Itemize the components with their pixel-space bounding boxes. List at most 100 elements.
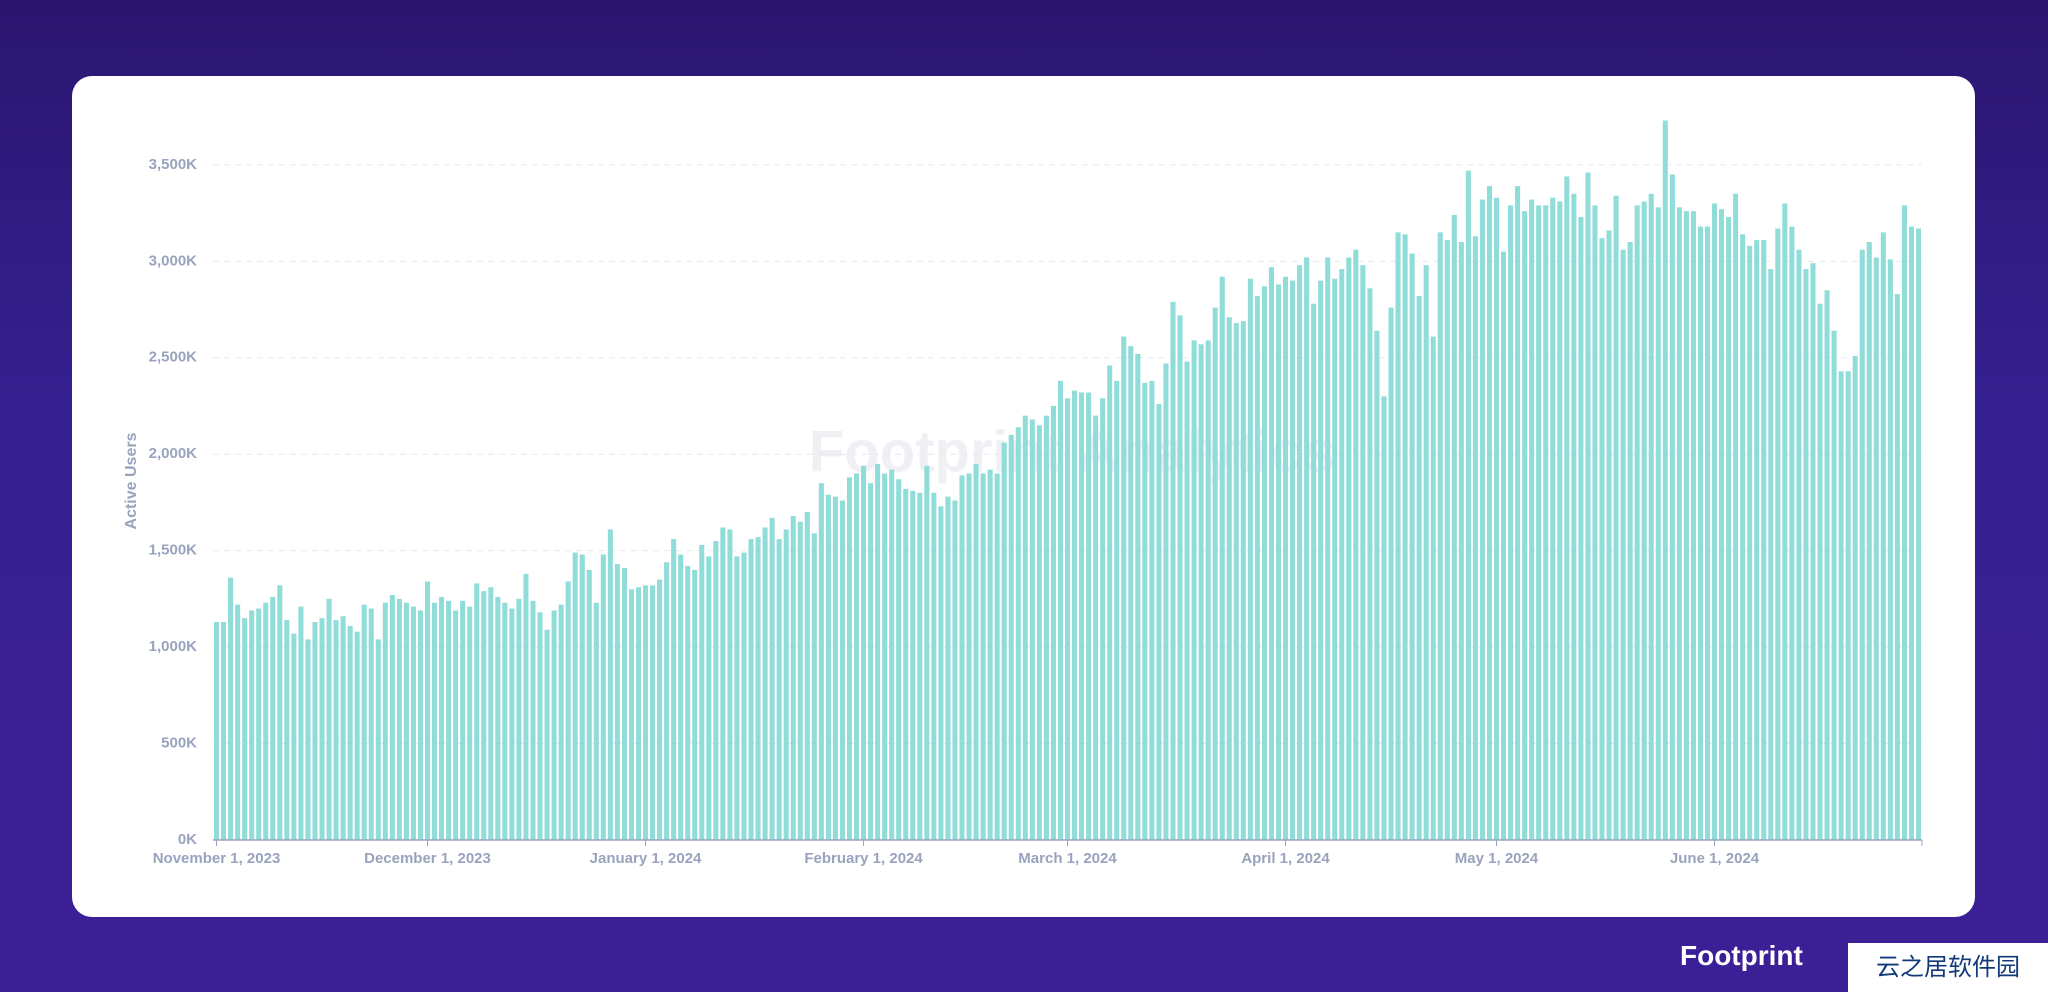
- bar: [1029, 419, 1035, 840]
- bar: [347, 625, 353, 840]
- bar: [1057, 380, 1063, 840]
- bar: [1297, 265, 1303, 840]
- bar: [523, 573, 529, 840]
- bar: [1690, 211, 1696, 841]
- bar: [1100, 398, 1106, 840]
- bar: [1578, 216, 1584, 840]
- bar: [1128, 346, 1134, 840]
- bar: [1726, 216, 1732, 840]
- bar: [1381, 396, 1387, 840]
- bar: [1711, 203, 1718, 840]
- bar: [685, 566, 691, 840]
- y-tick-label: 3,500K: [149, 156, 198, 173]
- bar: [1163, 363, 1169, 840]
- bar: [776, 539, 782, 840]
- bar: [1810, 263, 1816, 840]
- bar: [811, 533, 817, 840]
- bar: [1247, 278, 1253, 840]
- bar: [1353, 249, 1359, 840]
- bar: [572, 552, 578, 840]
- bar: [1395, 232, 1401, 840]
- bar: [1304, 257, 1310, 840]
- bar: [628, 589, 634, 840]
- bar: [467, 606, 473, 840]
- bar: [340, 616, 346, 840]
- bar: [1838, 371, 1844, 840]
- bar: [1522, 211, 1528, 841]
- bar: [1332, 278, 1338, 840]
- bar: [938, 506, 944, 840]
- chart-card: Footprint Analytics Active Users 0K 500K 1…: [72, 76, 1975, 917]
- watermark: Footprint Analytics: [809, 419, 1335, 484]
- bar: [755, 537, 761, 840]
- bar: [1719, 209, 1725, 841]
- bar: [973, 463, 979, 840]
- site-watermark: 云之居软件园: [1848, 943, 2048, 992]
- bar: [734, 556, 740, 840]
- bar: [1437, 232, 1443, 840]
- bar: [1887, 259, 1893, 840]
- bar: [741, 552, 747, 840]
- bar: [235, 604, 241, 840]
- bar: [249, 610, 255, 840]
- bar: [1789, 226, 1795, 841]
- bar: [284, 620, 290, 840]
- bar: [1529, 199, 1535, 840]
- bar: [1212, 307, 1218, 840]
- bar: [868, 483, 874, 840]
- bar: [1240, 321, 1246, 840]
- bar: [460, 600, 466, 840]
- y-tick-label: 2,500K: [149, 349, 198, 366]
- bar: [1086, 392, 1092, 840]
- bar: [650, 585, 656, 840]
- bar: [368, 608, 374, 840]
- bar: [1149, 380, 1155, 840]
- bar: [1472, 236, 1478, 840]
- bar: [769, 517, 775, 840]
- bar: [889, 469, 895, 840]
- bar: [326, 598, 332, 840]
- bar: [818, 483, 824, 840]
- bar: [1177, 315, 1183, 840]
- bar: [1184, 361, 1190, 840]
- bar: [1747, 245, 1753, 840]
- bar: [1107, 365, 1113, 840]
- footer-logo: Footprint: [1680, 940, 1803, 971]
- bar: [966, 473, 972, 840]
- bar: [1072, 390, 1078, 840]
- bar: [1894, 294, 1900, 840]
- bar: [242, 618, 248, 840]
- bar: [1761, 240, 1767, 841]
- bar: [1290, 280, 1296, 840]
- bar: [579, 554, 585, 840]
- bar: [1374, 330, 1380, 840]
- bar: [312, 622, 318, 840]
- bar: [488, 587, 494, 840]
- bar: [361, 604, 367, 840]
- bar: [1451, 215, 1457, 840]
- y-tick-label: 2,000K: [149, 445, 198, 462]
- bar: [1318, 280, 1324, 840]
- bar: [1627, 242, 1633, 841]
- bar: [931, 492, 937, 840]
- bar: [1817, 303, 1823, 840]
- bar: [424, 581, 431, 840]
- bar: [910, 490, 916, 840]
- bar: [481, 591, 487, 840]
- bar: [1156, 404, 1162, 840]
- bar: [875, 463, 881, 840]
- bar: [896, 479, 902, 840]
- bar: [1543, 205, 1549, 840]
- bar: [1409, 253, 1415, 841]
- y-tick-label: 0K: [178, 831, 197, 848]
- y-tick-label: 1,500K: [149, 542, 198, 559]
- bar: [1620, 249, 1626, 840]
- bar: [354, 631, 360, 840]
- y-tick-label: 3,000K: [149, 252, 198, 269]
- bar: [825, 494, 831, 840]
- bar: [790, 515, 796, 840]
- bar: [1662, 120, 1668, 841]
- bar: [748, 539, 754, 840]
- x-tick-label: December 1, 2023: [364, 850, 491, 867]
- bar: [565, 581, 571, 840]
